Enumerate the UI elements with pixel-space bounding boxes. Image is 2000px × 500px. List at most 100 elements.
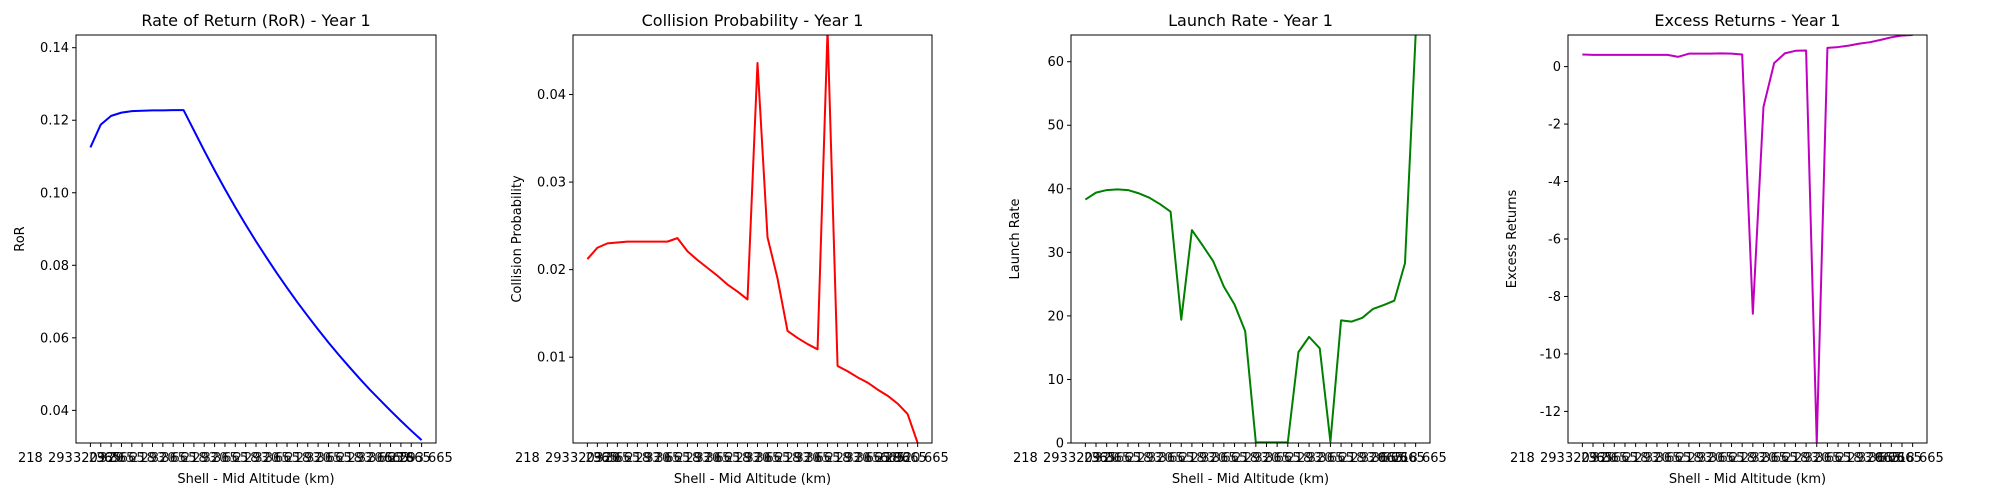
x-tick-label: 665 xyxy=(1875,451,1900,466)
y-tick-label: -4 xyxy=(1548,175,1561,190)
x-tick-label: 665 xyxy=(880,451,905,466)
x-tick-label: 365 xyxy=(161,451,186,466)
x-tick-label: 293 xyxy=(348,451,373,466)
x-tick-label: 218 xyxy=(1180,451,1205,466)
x-tick-label: 218 xyxy=(1013,451,1038,466)
x-tick-label: 665 xyxy=(327,451,352,466)
y-tick-label: 0.14 xyxy=(40,41,69,56)
chart-title: Rate of Return (RoR) - Year 1 xyxy=(141,11,370,30)
x-tick-label: 293 xyxy=(786,451,811,466)
series-line xyxy=(89,109,423,441)
x-tick-label: 365 xyxy=(1762,451,1787,466)
y-tick-label: 30 xyxy=(1047,246,1064,261)
x-tick-label: 320 xyxy=(1068,451,1093,466)
x-tick-label: 293 xyxy=(1244,451,1269,466)
x-tick-label: 293 xyxy=(244,451,269,466)
x-tick-label: 365 xyxy=(1372,451,1397,466)
x-tick-label: 665 xyxy=(615,451,640,466)
x-tick-label: 320 xyxy=(746,451,771,466)
y-axis-label: RoR xyxy=(13,226,28,251)
x-tick-label: 320 xyxy=(1645,451,1670,466)
x-tick-label: 218 xyxy=(675,451,700,466)
x-tick-label: 293 xyxy=(836,451,861,466)
x-tick-label: 365 xyxy=(705,451,730,466)
x-tick-label: 320 xyxy=(1254,451,1279,466)
x-tick-label: 293 xyxy=(886,451,911,466)
plot-frame xyxy=(572,34,933,444)
x-tick-label: 320 xyxy=(1201,451,1226,466)
x-tick-label: 320 xyxy=(846,451,871,466)
x-tick-label: 320 xyxy=(1095,451,1120,466)
plot-frame xyxy=(1567,34,1928,444)
x-tick-label: 665 xyxy=(924,451,949,466)
x-tick-label: 665 xyxy=(766,451,791,466)
x-tick-label: 320 xyxy=(306,451,331,466)
x-tick-label: 665 xyxy=(1378,451,1403,466)
x-tick-label: 218 xyxy=(337,451,362,466)
chart-title: Excess Returns - Year 1 xyxy=(1654,11,1840,30)
x-tick-label: 365 xyxy=(1869,451,1894,466)
x-tick-label: 365 xyxy=(1815,451,1840,466)
x-tick-label: 365 xyxy=(109,451,134,466)
x-tick-label: 665 xyxy=(120,451,145,466)
x-tick-label: 365 xyxy=(856,451,881,466)
x-tick-label: 665 xyxy=(866,451,891,466)
x-tick-label: 365 xyxy=(655,451,680,466)
x-tick-label: 365 xyxy=(1709,451,1734,466)
y-axis-label: Launch Rate xyxy=(1008,198,1023,279)
x-tick-label: 320 xyxy=(358,451,383,466)
y-tick-label: 0.04 xyxy=(537,88,566,103)
x-tick-label: 218 xyxy=(625,451,650,466)
x-tick-label: 365 xyxy=(1159,451,1184,466)
x-tick-label: 293 xyxy=(545,451,570,466)
y-tick-label: -2 xyxy=(1548,118,1561,133)
x-tick-label: 665 xyxy=(1422,451,1447,466)
y-tick-label: 0.03 xyxy=(537,176,566,191)
x-axis-label: Shell - Mid Altitude (km) xyxy=(1172,472,1329,487)
x-tick-label: 320 xyxy=(73,451,98,466)
x-tick-label: 665 xyxy=(816,451,841,466)
y-tick-label: 0 xyxy=(1056,437,1064,452)
x-tick-label: 293 xyxy=(1581,451,1606,466)
x-tick-label: 665 xyxy=(1116,451,1141,466)
x-tick-label: 320 xyxy=(1751,451,1776,466)
x-tick-label: 320 xyxy=(695,451,720,466)
x-tick-label: 320 xyxy=(1592,451,1617,466)
x-tick-label: 218 xyxy=(234,451,259,466)
chart-title: Launch Rate - Year 1 xyxy=(1168,11,1333,30)
x-tick-label: 665 xyxy=(428,451,453,466)
x-tick-label: 320 xyxy=(203,451,228,466)
x-tick-label: 665 xyxy=(1329,451,1354,466)
x-tick-label: 218 xyxy=(1624,451,1649,466)
x-tick-label: 665 xyxy=(1169,451,1194,466)
y-tick-label: 40 xyxy=(1047,182,1064,197)
x-tick-label: 665 xyxy=(172,451,197,466)
x-tick-label: 293 xyxy=(635,451,660,466)
x-tick-label: 665 xyxy=(1919,451,1944,466)
x-tick-label: 320 xyxy=(796,451,821,466)
x-tick-label: 365 xyxy=(368,451,393,466)
x-tick-label: 218 xyxy=(1233,451,1258,466)
x-tick-label: 293 xyxy=(585,451,610,466)
x-tick-label: 665 xyxy=(1879,451,1904,466)
x-axis-label: Shell - Mid Altitude (km) xyxy=(1669,472,1826,487)
x-tick-label: 365 xyxy=(1105,451,1130,466)
x-tick-label: 293 xyxy=(48,451,73,466)
x-tick-label: 293 xyxy=(1540,451,1565,466)
x-tick-label: 218 xyxy=(776,451,801,466)
panel-collision-probability: Collision Probability - Year 1 Collision … xyxy=(510,11,949,487)
x-tick-label: 665 xyxy=(1276,451,1301,466)
x-tick-label: 218 xyxy=(1393,451,1418,466)
series-line xyxy=(586,35,919,443)
x-tick-label: 665 xyxy=(1400,451,1425,466)
y-tick-label: 0.02 xyxy=(537,263,566,278)
y-tick-label: 50 xyxy=(1047,119,1064,134)
x-tick-label: 218 xyxy=(1890,451,1915,466)
x-tick-label: 665 xyxy=(1826,451,1851,466)
x-tick-label: 320 xyxy=(151,451,176,466)
x-tick-label: 320 xyxy=(1858,451,1883,466)
x-tick-label: 293 xyxy=(141,451,166,466)
x-tick-label: 365 xyxy=(1265,451,1290,466)
y-tick-label: 0.01 xyxy=(537,351,566,366)
x-tick-label: 665 xyxy=(715,451,740,466)
